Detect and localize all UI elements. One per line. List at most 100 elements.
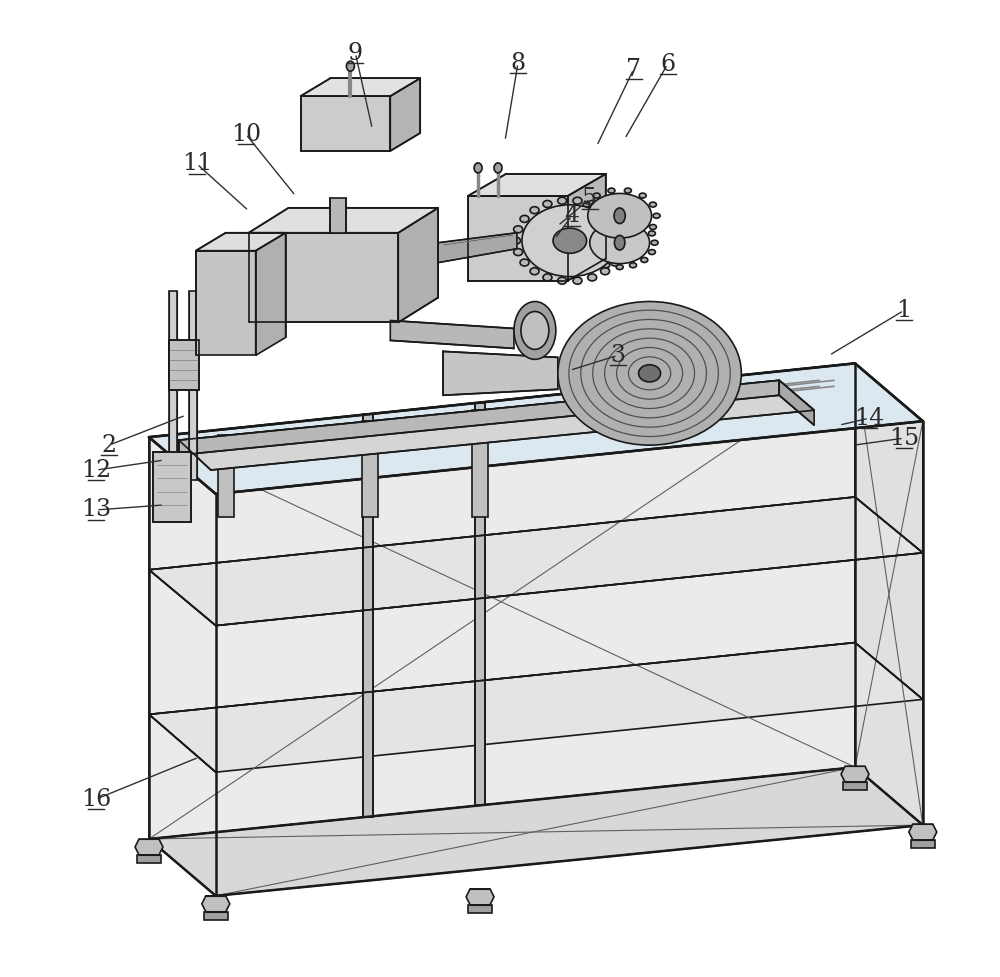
Ellipse shape bbox=[514, 302, 556, 360]
Text: 3: 3 bbox=[610, 344, 625, 367]
Ellipse shape bbox=[584, 249, 591, 255]
Polygon shape bbox=[855, 363, 923, 825]
Ellipse shape bbox=[603, 218, 610, 223]
Ellipse shape bbox=[593, 193, 600, 198]
Polygon shape bbox=[301, 78, 420, 96]
Polygon shape bbox=[568, 174, 606, 280]
Ellipse shape bbox=[588, 193, 652, 238]
Polygon shape bbox=[179, 380, 814, 470]
Ellipse shape bbox=[346, 62, 354, 71]
Polygon shape bbox=[911, 840, 935, 848]
Polygon shape bbox=[249, 208, 438, 233]
Text: 10: 10 bbox=[231, 122, 261, 146]
Ellipse shape bbox=[651, 240, 658, 245]
Polygon shape bbox=[475, 403, 485, 805]
Text: 9: 9 bbox=[348, 42, 363, 64]
Ellipse shape bbox=[558, 277, 567, 284]
Ellipse shape bbox=[591, 223, 598, 228]
Text: 12: 12 bbox=[81, 458, 111, 482]
Text: 16: 16 bbox=[81, 787, 111, 811]
Polygon shape bbox=[189, 290, 197, 480]
Ellipse shape bbox=[520, 259, 529, 266]
Polygon shape bbox=[149, 767, 923, 896]
Polygon shape bbox=[468, 905, 492, 913]
Ellipse shape bbox=[583, 225, 590, 230]
Ellipse shape bbox=[514, 248, 523, 256]
Ellipse shape bbox=[648, 231, 655, 235]
Ellipse shape bbox=[553, 229, 587, 253]
Polygon shape bbox=[179, 380, 779, 455]
Ellipse shape bbox=[608, 238, 615, 243]
Text: 4: 4 bbox=[564, 204, 579, 228]
Polygon shape bbox=[909, 824, 937, 840]
Polygon shape bbox=[472, 410, 488, 517]
Ellipse shape bbox=[521, 312, 549, 350]
Ellipse shape bbox=[614, 208, 625, 224]
Polygon shape bbox=[301, 96, 390, 151]
Polygon shape bbox=[137, 855, 161, 863]
Polygon shape bbox=[196, 233, 286, 251]
Ellipse shape bbox=[520, 215, 529, 223]
Polygon shape bbox=[149, 363, 855, 839]
Polygon shape bbox=[169, 290, 177, 480]
Text: 15: 15 bbox=[889, 427, 919, 449]
Ellipse shape bbox=[514, 226, 523, 233]
Polygon shape bbox=[398, 208, 438, 322]
Polygon shape bbox=[149, 363, 923, 494]
Ellipse shape bbox=[611, 215, 620, 223]
Ellipse shape bbox=[617, 226, 626, 233]
Ellipse shape bbox=[511, 237, 520, 244]
Polygon shape bbox=[363, 414, 373, 817]
Ellipse shape bbox=[608, 189, 615, 193]
Ellipse shape bbox=[579, 213, 586, 218]
Text: 2: 2 bbox=[102, 434, 117, 456]
Ellipse shape bbox=[616, 216, 623, 221]
Polygon shape bbox=[196, 251, 256, 356]
Polygon shape bbox=[249, 233, 398, 322]
Ellipse shape bbox=[639, 193, 646, 198]
Polygon shape bbox=[330, 197, 346, 233]
Ellipse shape bbox=[573, 197, 582, 204]
Ellipse shape bbox=[653, 213, 660, 218]
Ellipse shape bbox=[617, 248, 626, 256]
Polygon shape bbox=[390, 320, 514, 349]
Ellipse shape bbox=[695, 354, 723, 404]
Polygon shape bbox=[438, 233, 517, 263]
Ellipse shape bbox=[494, 163, 502, 173]
Polygon shape bbox=[843, 783, 867, 790]
Text: 7: 7 bbox=[626, 58, 641, 81]
Ellipse shape bbox=[588, 274, 597, 281]
Ellipse shape bbox=[543, 200, 552, 207]
Ellipse shape bbox=[581, 240, 588, 245]
Ellipse shape bbox=[639, 234, 646, 238]
Polygon shape bbox=[149, 497, 923, 625]
Ellipse shape bbox=[573, 277, 582, 284]
Ellipse shape bbox=[593, 234, 600, 238]
Polygon shape bbox=[149, 643, 923, 772]
Text: 13: 13 bbox=[81, 498, 111, 522]
Ellipse shape bbox=[616, 265, 623, 270]
Ellipse shape bbox=[630, 218, 637, 223]
Ellipse shape bbox=[590, 222, 650, 264]
Text: 8: 8 bbox=[510, 52, 526, 74]
Polygon shape bbox=[362, 421, 378, 517]
Polygon shape bbox=[256, 233, 286, 356]
Polygon shape bbox=[135, 839, 163, 855]
Ellipse shape bbox=[558, 197, 567, 204]
Ellipse shape bbox=[630, 263, 637, 268]
Ellipse shape bbox=[474, 163, 482, 173]
Polygon shape bbox=[841, 766, 869, 783]
Ellipse shape bbox=[522, 205, 618, 276]
Polygon shape bbox=[204, 912, 228, 919]
Ellipse shape bbox=[641, 258, 648, 263]
Polygon shape bbox=[202, 896, 230, 912]
Ellipse shape bbox=[641, 223, 648, 228]
Polygon shape bbox=[443, 352, 558, 396]
Ellipse shape bbox=[624, 189, 631, 193]
Text: 14: 14 bbox=[854, 406, 884, 430]
Polygon shape bbox=[218, 436, 234, 517]
Ellipse shape bbox=[530, 268, 539, 275]
Ellipse shape bbox=[558, 302, 741, 446]
Ellipse shape bbox=[639, 364, 661, 382]
Polygon shape bbox=[390, 78, 420, 151]
